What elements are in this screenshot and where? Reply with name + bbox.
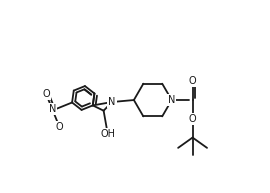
Text: O: O: [56, 122, 63, 132]
Text: N: N: [108, 97, 116, 107]
Text: N: N: [49, 104, 56, 114]
Text: O: O: [189, 76, 196, 86]
Text: N: N: [168, 95, 176, 105]
Text: OH: OH: [100, 129, 115, 139]
Text: O: O: [42, 89, 50, 99]
Text: O: O: [189, 114, 196, 124]
